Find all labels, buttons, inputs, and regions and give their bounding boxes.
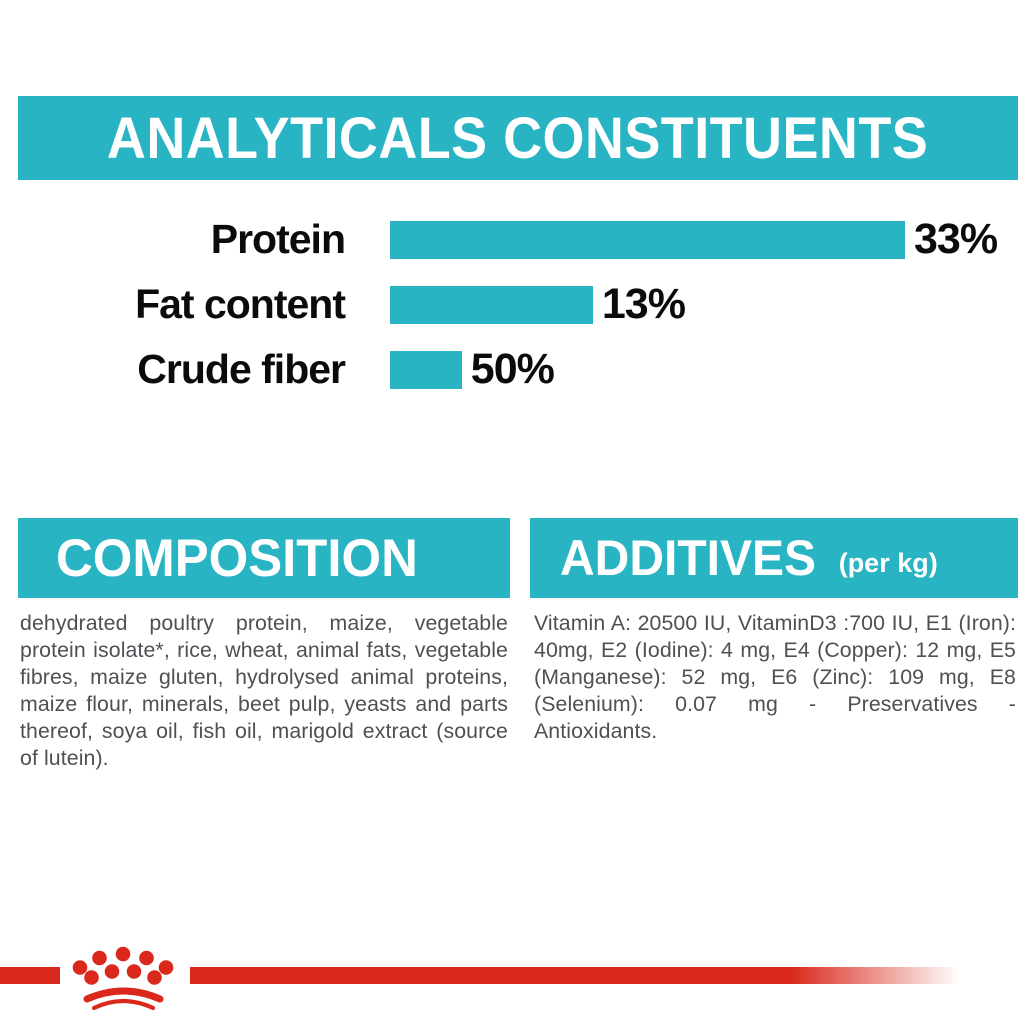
constituents-bar-chart: Protein 33% Fat content 13% Crude fiber 50% — [0, 207, 1036, 402]
chart-value-label: 50% — [470, 345, 555, 393]
chart-row: Protein 33% — [0, 207, 1036, 272]
footer-red-line-right — [190, 967, 1036, 984]
analyticals-title: ANALYTICALS CONSTITUENTS — [107, 105, 929, 171]
additives-title: ADDITIVES — [560, 530, 817, 586]
additives-section: ADDITIVES (per kg) Vitamin A: 20500 IU, … — [530, 518, 1018, 745]
chart-bar — [390, 285, 593, 324]
composition-banner: COMPOSITION — [18, 518, 510, 598]
chart-row: Crude fiber 50% — [0, 337, 1036, 402]
chart-category-label: Crude fiber — [137, 346, 346, 392]
chart-value-label: 13% — [601, 280, 686, 328]
analyticals-banner: ANALYTICALS CONSTITUENTS — [18, 96, 1018, 180]
chart-row: Fat content 13% — [0, 272, 1036, 337]
chart-value-label: 33% — [914, 215, 998, 263]
composition-body-text: dehydrated poultry protein, maize, veget… — [20, 611, 508, 770]
additives-body-text: Vitamin A: 20500 IU, VitaminD3 :700 IU, … — [534, 611, 1016, 743]
additives-banner: ADDITIVES (per kg) — [530, 518, 1018, 598]
additives-unit-label: (per kg) — [838, 547, 938, 578]
chart-bar — [390, 220, 905, 259]
chart-category-label: Protein — [210, 216, 346, 262]
chart-bar — [390, 350, 462, 389]
footer-red-line-left — [0, 967, 60, 984]
composition-section: COMPOSITION dehydrated poultry protein, … — [18, 518, 510, 772]
composition-title: COMPOSITION — [56, 528, 418, 588]
chart-category-label: Fat content — [135, 281, 346, 327]
royal-canin-crown-paw-logo — [72, 946, 174, 1011]
